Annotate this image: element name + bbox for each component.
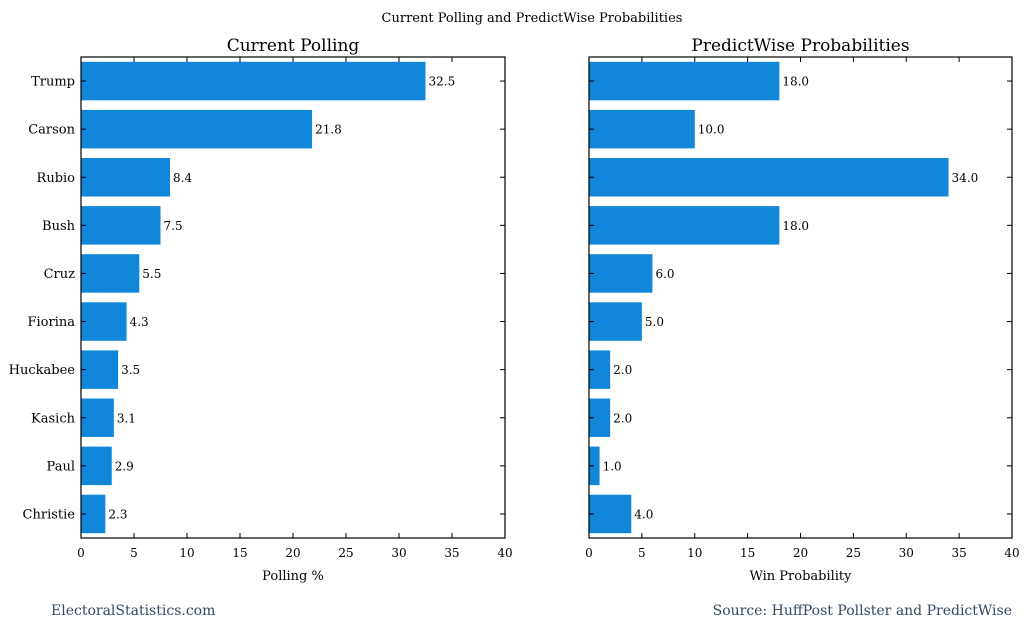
bar-fiorina — [81, 302, 127, 341]
bar-cruz — [589, 254, 653, 293]
category-label: Carson — [28, 123, 75, 138]
bar-bush — [81, 206, 161, 245]
bar-carson — [81, 109, 313, 149]
panel-title: Current Polling — [227, 36, 360, 56]
value-label: 10.0 — [698, 123, 725, 137]
x-tick-label: 10 — [179, 546, 194, 560]
x-tick-label: 10 — [687, 546, 702, 560]
bar-kasich — [589, 398, 611, 437]
bar-christie — [589, 494, 632, 534]
bar-paul — [81, 446, 112, 486]
bar-trump — [81, 61, 426, 101]
bar-fiorina — [589, 302, 642, 341]
category-label: Cruz — [44, 267, 76, 282]
value-label: 6.0 — [655, 267, 674, 281]
value-label: 21.8 — [315, 123, 342, 137]
category-label: Trump — [31, 75, 75, 90]
value-label: 5.0 — [645, 315, 664, 329]
x-tick-label: 30 — [391, 546, 406, 560]
bar-bush — [589, 206, 780, 245]
bar-carson — [589, 109, 695, 149]
bar-kasich — [81, 398, 114, 437]
panel-title: PredictWise Probabilities — [691, 36, 909, 56]
category-label: Rubio — [37, 171, 76, 186]
value-label: 2.0 — [613, 363, 632, 377]
category-label: Paul — [47, 459, 75, 474]
x-tick-label: 5 — [130, 546, 138, 560]
x-tick-label: 0 — [585, 546, 593, 560]
bar-cruz — [81, 254, 140, 293]
value-label: 4.3 — [130, 315, 149, 329]
x-axis-label: Win Probability — [749, 569, 852, 584]
value-label: 34.0 — [952, 171, 979, 185]
value-label: 3.1 — [117, 411, 136, 425]
x-tick-label: 25 — [338, 546, 353, 560]
x-tick-label: 15 — [740, 546, 755, 560]
polling-panel: Current Polling 32.5 Trump 21.8 Carson 8.4 Rub… — [9, 36, 513, 584]
x-tick-label: 40 — [497, 546, 512, 560]
bar-rubio — [81, 158, 171, 197]
bar-trump — [589, 61, 780, 101]
predictwise-panel: PredictWise Probabilities 18.0 10.0 34.0 18.… — [585, 36, 1019, 584]
x-tick-label: 20 — [793, 546, 808, 560]
bar-huckabee — [589, 350, 611, 389]
footer-site: ElectoralStatistics.com — [51, 603, 215, 619]
bar-rubio — [589, 158, 949, 197]
value-label: 2.0 — [613, 411, 632, 425]
value-label: 2.3 — [108, 507, 127, 521]
value-label: 18.0 — [782, 75, 809, 89]
value-label: 4.0 — [634, 507, 653, 521]
x-tick-label: 40 — [1004, 546, 1019, 560]
x-axis-label: Polling % — [262, 569, 324, 584]
value-label: 3.5 — [121, 363, 140, 377]
bar-paul — [589, 446, 600, 486]
x-tick-label: 35 — [444, 546, 459, 560]
value-label: 1.0 — [603, 459, 622, 473]
category-label: Christie — [23, 507, 76, 522]
x-tick-label: 30 — [899, 546, 914, 560]
category-label: Kasich — [31, 411, 76, 426]
value-label: 8.4 — [173, 171, 192, 185]
x-tick-label: 15 — [232, 546, 247, 560]
category-label: Fiorina — [28, 315, 76, 330]
x-tick-label: 0 — [77, 546, 85, 560]
x-tick-label: 5 — [638, 546, 646, 560]
category-label: Bush — [42, 219, 76, 234]
x-tick-label: 25 — [846, 546, 861, 560]
x-tick-label: 35 — [951, 546, 966, 560]
x-tick-label: 20 — [285, 546, 300, 560]
value-label: 18.0 — [782, 219, 809, 233]
category-label: Huckabee — [9, 363, 76, 378]
footer-source: Source: HuffPost Pollster and PredictWis… — [713, 603, 1012, 619]
value-label: 7.5 — [164, 219, 183, 233]
value-label: 32.5 — [429, 75, 456, 89]
figure-title: Current Polling and PredictWise Probabil… — [382, 11, 683, 26]
bar-huckabee — [81, 350, 119, 389]
value-label: 5.5 — [142, 267, 161, 281]
value-label: 2.9 — [115, 459, 134, 473]
